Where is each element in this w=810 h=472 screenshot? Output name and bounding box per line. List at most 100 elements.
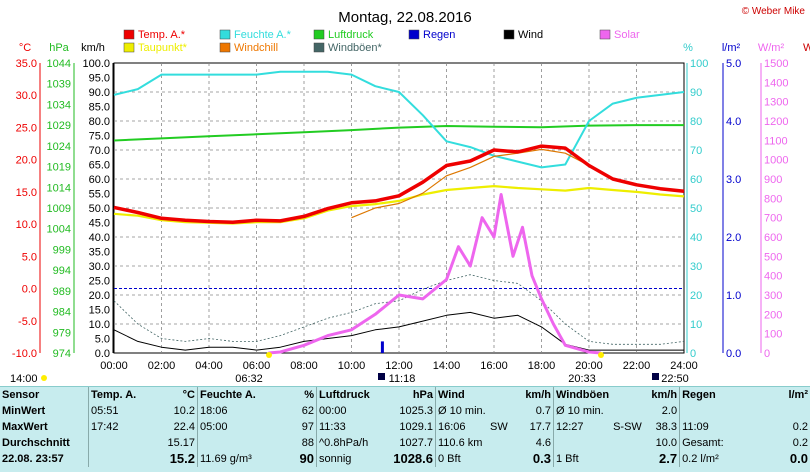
temp-axis-tick: 30.0 (16, 90, 37, 102)
pressure-axis-tick: 1014 (47, 182, 71, 194)
stats-cell-press-v: 1029.1 (399, 421, 433, 433)
temp-axis-tick: -5.0 (18, 316, 37, 328)
legend-swatch-3 (408, 29, 420, 40)
wind-axis-tick: 55.0 (89, 189, 110, 201)
pressure-axis-tick: 1044 (47, 58, 71, 70)
moonset-marker (378, 373, 385, 380)
copyright-text: © Weber Mike (742, 6, 806, 17)
stats-cell-gust-v: 2.7 (658, 451, 678, 466)
humidity-axis-tick: 50 (690, 203, 702, 215)
humidity-axis-tick: 30 (690, 261, 702, 273)
wind-axis-tick: 45.0 (89, 218, 110, 230)
stats-header-sensor: Sensor (2, 389, 40, 401)
wind-axis-tick: 90.0 (89, 87, 110, 99)
legend-swatch-4 (503, 29, 515, 40)
pressure-axis-unit: hPa (49, 42, 69, 54)
stats-cell-temp-v: 15.17 (167, 437, 195, 449)
legend-swatch-6 (123, 42, 135, 53)
legend-label-8: Windböen* (328, 42, 383, 54)
x-tick: 10:00 (338, 360, 366, 372)
solar-axis-tick: 800 (764, 193, 782, 205)
solar-axis-tick: 700 (764, 213, 782, 225)
stats-cell-wind-t: 0 Bft (435, 451, 488, 467)
solar-axis-tick: 500 (764, 251, 782, 263)
x-tick: 18:00 (528, 360, 556, 372)
stats-cell-press-t: ^0.8hPa/h (316, 435, 381, 451)
pressure-axis-tick: 994 (53, 265, 71, 277)
stats-cell-wind-t: Ø 10 min. (435, 403, 488, 419)
stats-header-wind: Wind (435, 387, 488, 403)
x-tick: 22:00 (623, 360, 651, 372)
wind-axis-tick: 5.0 (95, 334, 110, 346)
x-tick: 20:00 (575, 360, 603, 372)
stats-header-wind-dir (488, 387, 514, 403)
pressure-axis-tick: 1034 (47, 99, 71, 111)
stats-cell-wind-d (488, 403, 514, 419)
wind-axis-tick: 50.0 (89, 203, 110, 215)
humidity-axis-tick: 60 (690, 174, 702, 186)
stats-cell-wind-t: 110.6 km (435, 435, 488, 451)
series-windchill (351, 148, 590, 219)
pressure-axis-tick: 984 (53, 307, 71, 319)
stats-cell-temp-v: 22.4 (173, 421, 195, 433)
solar-axis-tick: 300 (764, 290, 782, 302)
stats-cell-press-t: 00:00 (316, 403, 381, 419)
wind-axis-tick: 10.0 (89, 319, 110, 331)
series-temp-a (113, 144, 685, 224)
stats-cell-temp-v: 15.2 (169, 451, 195, 466)
x-tick: 02:00 (148, 360, 176, 372)
statistics-panel: Sensor Temp. A. °C Feuchte A. % Luftdruc… (0, 386, 810, 472)
sunset-marker (598, 352, 604, 358)
solar-axis-tick: 1300 (764, 97, 788, 109)
wind-axis-tick: 80.0 (89, 116, 110, 128)
temp-axis-tick: 35.0 (16, 58, 37, 70)
stats-cell-label: Durchschnitt (2, 437, 70, 449)
moonset-time: 11:18 (389, 373, 416, 385)
pressure-axis-tick: 979 (53, 327, 71, 339)
stats-cell-gust-t: Ø 10 min. (553, 403, 612, 419)
stats-cell-temp-v: 10.2 (173, 405, 195, 417)
stats-cell-gust-v: 2.0 (661, 405, 678, 417)
wind-axis-tick: 60.0 (89, 174, 110, 186)
stats-cell-gust-d (611, 403, 645, 419)
stats-cell-wind-t: 16:06 (435, 419, 488, 435)
wind-axis-tick: 75.0 (89, 131, 110, 143)
stats-header-hum-unit: % (304, 389, 314, 401)
stats-cell-gust-d: S-SW (613, 421, 642, 433)
stats-header-gust-unit: km/h (651, 389, 678, 401)
stats-row: MaxWert 17:42 22.4 05:00 97 11:33 1029.1 16:06 S… (0, 419, 810, 435)
solar-axis-tick: 600 (764, 232, 782, 244)
wind-axis-tick: 65.0 (89, 160, 110, 172)
stats-header-rain-unit: l/m² (788, 389, 808, 401)
wind-axis-tick: 20.0 (89, 290, 110, 302)
temp-axis-tick: 10.0 (16, 219, 37, 231)
stats-cell-hum-t: 18:06 (197, 403, 282, 419)
pressure-axis-tick: 974 (53, 348, 71, 360)
wind-axis-tick: 70.0 (89, 145, 110, 157)
stats-cell-press-v: 1025.3 (399, 405, 433, 417)
solar-axis-tick: 900 (764, 174, 782, 186)
temp-axis-unit: °C (19, 42, 31, 54)
x-tick: 16:00 (480, 360, 508, 372)
legend-swatch-0 (123, 29, 135, 40)
pressure-axis-tick: 1039 (47, 79, 71, 91)
rain-axis-tick: 3.0 (726, 174, 741, 186)
chart-legend: Temp. A.* Feuchte A.* Luftdruck Regen Wind So… (123, 29, 640, 54)
legend-swatch-7 (219, 42, 231, 53)
axis-ticks: 35.0 30.0 25.0 20.0 15.0 10.0 5.0 0.0 -5.0 -10.0 1… (12, 58, 789, 372)
stats-cell-wind-d: SW (490, 421, 508, 433)
wind-axis-tick: 25.0 (89, 276, 110, 288)
stats-cell-hum-t: 05:00 (197, 419, 282, 435)
solar-axis-tick: 100 (764, 329, 782, 341)
stats-cell-gust-t (553, 435, 612, 451)
stats-row: 22.08. 23:57 15.2 11.69 g/m³ 90 sonnig 1028.6… (0, 451, 810, 467)
solar-axis-tick: 1100 (764, 135, 788, 147)
pressure-axis-tick: 1029 (47, 120, 71, 132)
data-series (113, 70, 685, 355)
legend-swatch-8 (313, 42, 325, 53)
sunset-time: 20:33 (568, 373, 596, 385)
series-windb-en (113, 274, 685, 345)
solar-axis-tick: 200 (764, 309, 782, 321)
stats-cell-rain-t: Gesamt: (679, 435, 755, 451)
stats-cell-hum-v: 90 (299, 451, 314, 466)
